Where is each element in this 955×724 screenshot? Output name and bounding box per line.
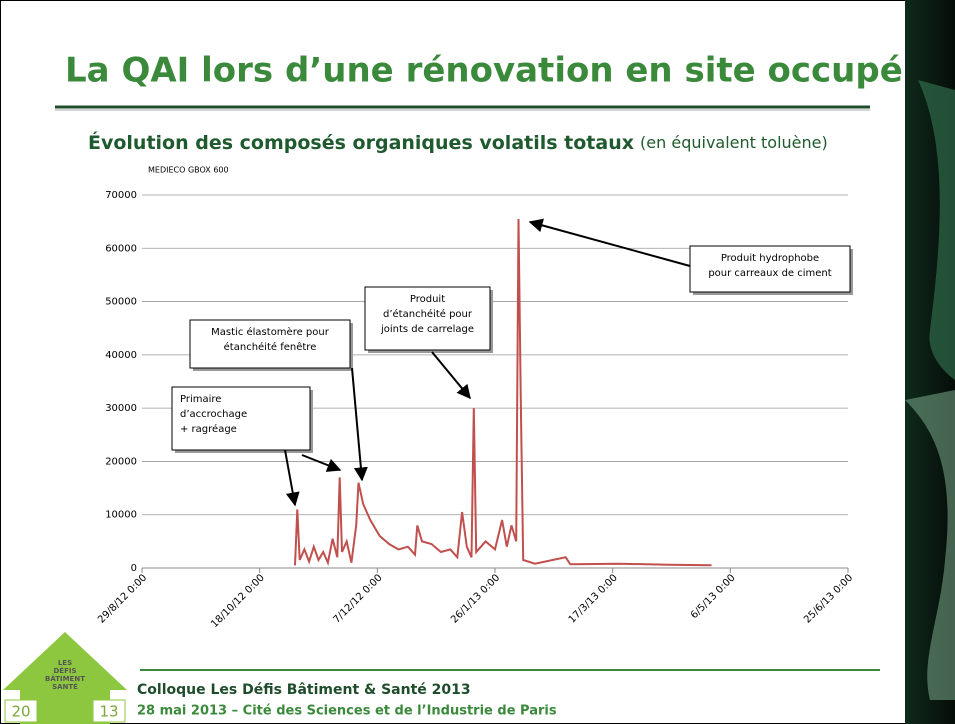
chart-heading: Évolution des composés organiques volati… <box>88 131 828 154</box>
chart-title: Évolution des composés organiques volati… <box>88 131 634 154</box>
annotation-arrow <box>431 351 471 400</box>
annotation-arrow <box>284 449 300 507</box>
footer-line: Colloque Les Défis Bâtiment & Santé 2013 <box>137 682 471 698</box>
annotation-box <box>189 319 351 369</box>
annotation-text: d’étanchéité pour <box>383 308 473 320</box>
y-tick-label: 70000 <box>105 190 137 201</box>
annotation-text: Mastic élastomère pour <box>211 326 330 338</box>
logo-line: SANTÉ <box>52 682 78 691</box>
plot: 01000020000300004000050000600007000029/8… <box>96 190 855 630</box>
annotation-text: Produit hydrophobe <box>721 253 819 264</box>
y-tick-label: 40000 <box>105 350 137 361</box>
y-tick-label: 60000 <box>105 243 137 254</box>
annotation-box <box>364 286 491 351</box>
y-tick-label: 50000 <box>105 297 137 308</box>
chart-source: MEDIECO GBOX 600 <box>148 166 229 175</box>
logo-year: 13 <box>99 703 118 721</box>
y-tick-label: 10000 <box>105 510 137 521</box>
annotation-text: joints de carrelage <box>380 324 474 335</box>
logo-box <box>92 699 126 723</box>
data-line <box>294 218 712 567</box>
logo-line: LES <box>58 659 72 667</box>
annotation-text: d’accrochage <box>180 409 247 420</box>
logo-line: DÉFIS <box>53 666 76 675</box>
logo-line: BÂTIMENT <box>45 674 85 683</box>
y-tick-label: 30000 <box>105 403 137 414</box>
annotation-text: pour carreaux de ciment <box>708 268 831 279</box>
annotation-text: Produit <box>410 294 445 305</box>
annotation-box <box>171 386 311 451</box>
side-decor <box>905 390 955 700</box>
annotation-arrow <box>528 218 691 267</box>
annotation-arrow <box>301 454 342 472</box>
side-decor <box>918 80 955 380</box>
annotation-text: + ragréage <box>180 423 237 435</box>
footer-line: 28 mai 2013 – Cité des Sciences et de l’… <box>137 704 557 719</box>
logo-year: 20 <box>11 703 30 721</box>
y-tick-label: 0 <box>131 563 137 574</box>
annotation-text: Primaire <box>180 394 221 405</box>
annotation-box <box>689 245 851 293</box>
y-tick-label: 20000 <box>105 456 137 467</box>
chart-subtitle: (en équivalent toluène) <box>640 133 828 152</box>
annotation-text: étanchéité fenêtre <box>224 341 317 353</box>
slide-title: La QAI lors d’une rénovation en site occ… <box>65 51 903 91</box>
annotation-arrow <box>351 367 368 482</box>
logo-box <box>4 699 38 723</box>
